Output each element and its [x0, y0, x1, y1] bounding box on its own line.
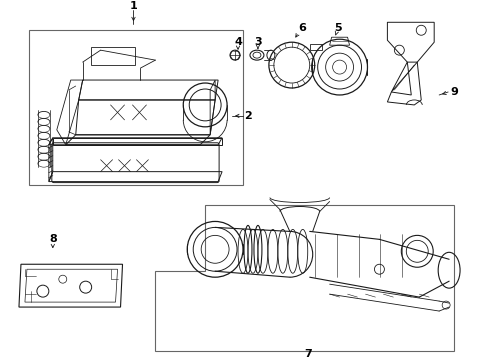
Text: 8: 8	[49, 234, 57, 244]
Text: 5: 5	[333, 23, 341, 33]
Text: 2: 2	[244, 111, 251, 121]
Text: 9: 9	[449, 87, 457, 97]
Text: 3: 3	[254, 37, 261, 47]
Text: 6: 6	[297, 23, 305, 33]
Text: 4: 4	[234, 37, 242, 47]
Bar	[29, 30, 243, 185]
Bar	[90, 47, 135, 65]
Bar	[309, 44, 321, 50]
Text: 1: 1	[129, 1, 137, 12]
Text: 7: 7	[303, 349, 311, 359]
